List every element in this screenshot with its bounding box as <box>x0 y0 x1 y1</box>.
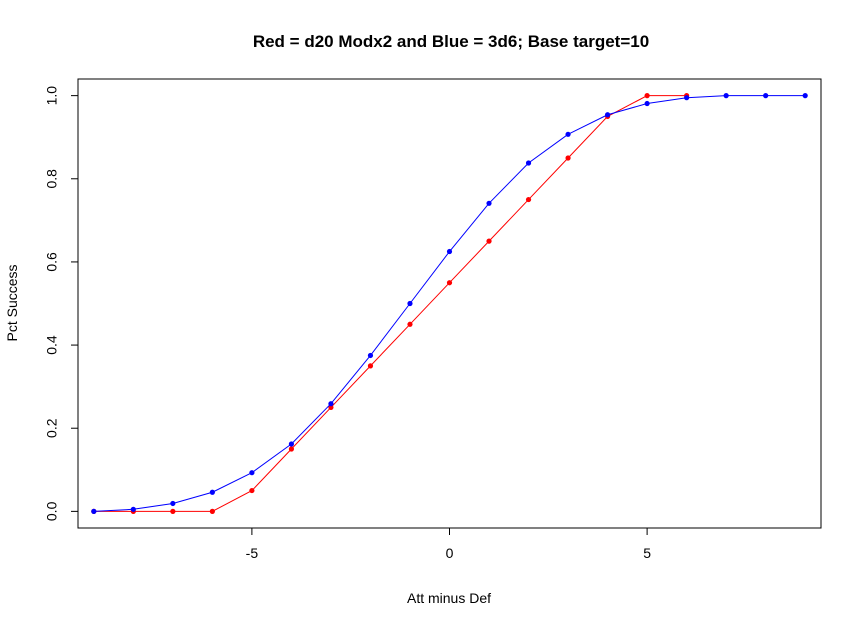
data-point <box>407 300 413 307</box>
data-point <box>486 238 492 244</box>
y-tick-label: 1.0 <box>44 86 60 106</box>
data-point <box>525 196 532 203</box>
y-tick-label: 0.4 <box>44 335 60 355</box>
x-axis: -5 0 5 <box>246 527 651 561</box>
data-point <box>170 500 176 507</box>
x-axis-label: Att minus Def <box>407 590 491 606</box>
data-point <box>249 487 255 494</box>
y-axis-label: Pct Success <box>4 264 20 341</box>
x-tick-label: -5 <box>246 545 259 561</box>
data-point <box>644 100 650 107</box>
series-line <box>93 95 806 512</box>
data-point <box>91 508 97 514</box>
data-point <box>565 131 571 137</box>
data-point <box>446 280 453 286</box>
data-point <box>763 93 769 99</box>
series-layer <box>91 93 808 514</box>
data-point <box>525 160 532 166</box>
data-point <box>684 95 690 101</box>
data-point <box>288 446 295 452</box>
data-point <box>446 248 453 255</box>
data-point <box>565 155 571 161</box>
y-tick-label: 0.0 <box>44 501 60 521</box>
data-point <box>367 352 374 359</box>
data-point <box>486 200 492 206</box>
data-point <box>170 508 176 514</box>
data-point <box>328 404 334 411</box>
x-tick-label: 5 <box>643 545 651 561</box>
y-tick-label: 0.2 <box>44 418 60 438</box>
y-axis: 0.0 0.2 0.4 0.6 0.8 1.0 <box>44 86 79 521</box>
chart-title: Red = d20 Modx2 and Blue = 3d6; Base tar… <box>253 32 649 51</box>
series-line <box>93 95 687 512</box>
data-point <box>328 401 334 407</box>
data-point <box>367 363 374 369</box>
data-point <box>604 112 611 118</box>
plot-frame <box>77 78 822 529</box>
data-point <box>209 508 215 514</box>
x-tick-label: 0 <box>446 545 454 561</box>
data-point <box>407 321 413 327</box>
y-tick-label: 0.8 <box>44 169 60 189</box>
data-point <box>723 93 729 99</box>
data-point <box>130 506 136 512</box>
series-0 <box>91 93 690 514</box>
data-point <box>802 93 808 99</box>
data-point <box>644 93 650 99</box>
series-1 <box>91 93 808 514</box>
y-tick-label: 0.6 <box>44 252 60 272</box>
data-point <box>249 470 255 476</box>
data-point <box>209 489 215 495</box>
data-point <box>288 441 295 447</box>
